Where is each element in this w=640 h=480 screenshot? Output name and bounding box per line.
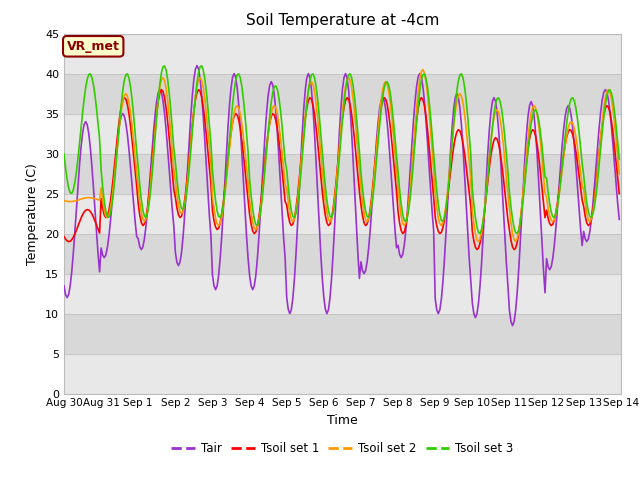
Bar: [64, 114, 621, 154]
Bar: [64, 313, 621, 354]
Bar: [64, 354, 621, 394]
Bar: [64, 154, 621, 193]
Legend: Tair, Tsoil set 1, Tsoil set 2, Tsoil set 3: Tair, Tsoil set 1, Tsoil set 2, Tsoil se…: [166, 437, 518, 460]
Bar: [64, 274, 621, 313]
X-axis label: Time: Time: [327, 414, 358, 427]
Bar: [64, 73, 621, 114]
Bar: [64, 193, 621, 234]
Bar: [64, 234, 621, 274]
Y-axis label: Temperature (C): Temperature (C): [26, 163, 40, 264]
Text: VR_met: VR_met: [67, 40, 120, 53]
Bar: [64, 34, 621, 73]
Title: Soil Temperature at -4cm: Soil Temperature at -4cm: [246, 13, 439, 28]
